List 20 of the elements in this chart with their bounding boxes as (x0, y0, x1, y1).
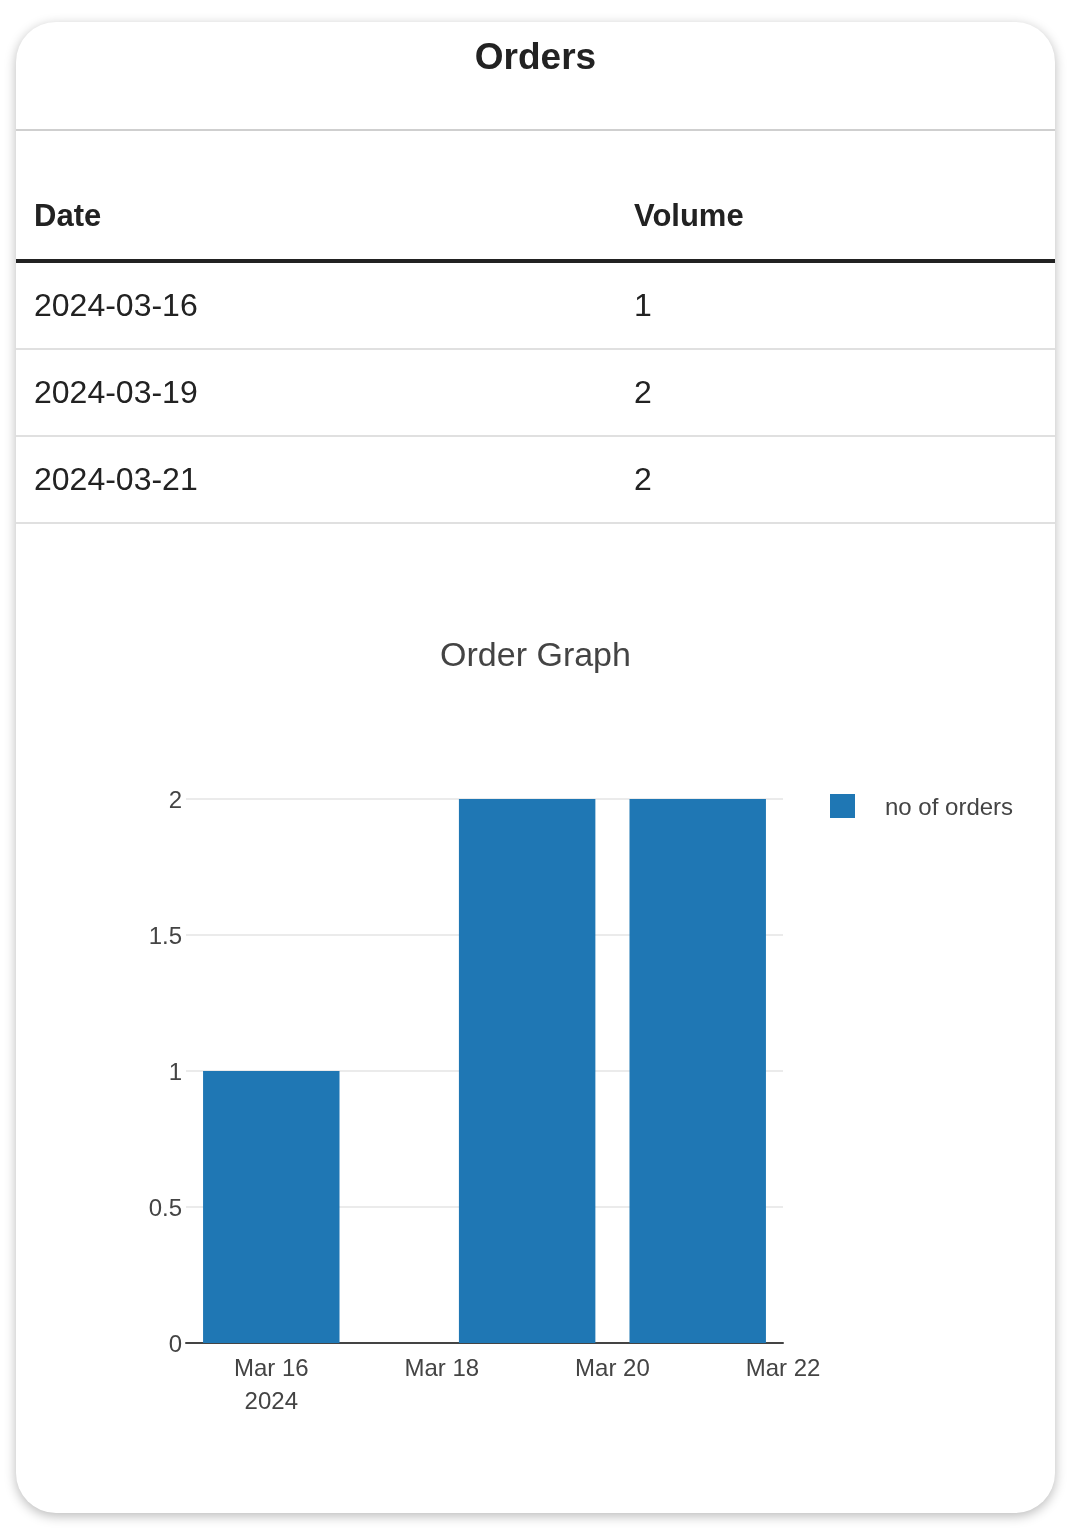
y-tick-label: 1 (168, 1057, 182, 1085)
y-tick-label: 0.5 (148, 1193, 182, 1221)
text: 2024-03-19 (16, 349, 616, 436)
text: 2024-03-21 (16, 436, 616, 523)
x-tick-label: Mar 22 (745, 1354, 821, 1381)
x-tick-label: Mar 20 (575, 1354, 650, 1381)
legend-label: no of orders (885, 792, 1014, 820)
text: Volume (616, 172, 1055, 261)
text: 2 (616, 436, 1055, 523)
text: Date (16, 172, 616, 261)
text: 2024-03-16 (16, 261, 616, 349)
y-tick-label: 0 (168, 1329, 182, 1357)
x-tick-label: Mar 18 (404, 1354, 480, 1381)
x-tick-label: Mar 16 2024 (233, 1354, 309, 1414)
text: Orders (473, 35, 598, 79)
text: 2 (616, 349, 1055, 436)
y-tick-label: 1.5 (148, 921, 182, 949)
text: 1 (616, 261, 1055, 349)
chart-title: Order Graph (440, 635, 631, 673)
y-tick-label: 2 (168, 785, 182, 813)
